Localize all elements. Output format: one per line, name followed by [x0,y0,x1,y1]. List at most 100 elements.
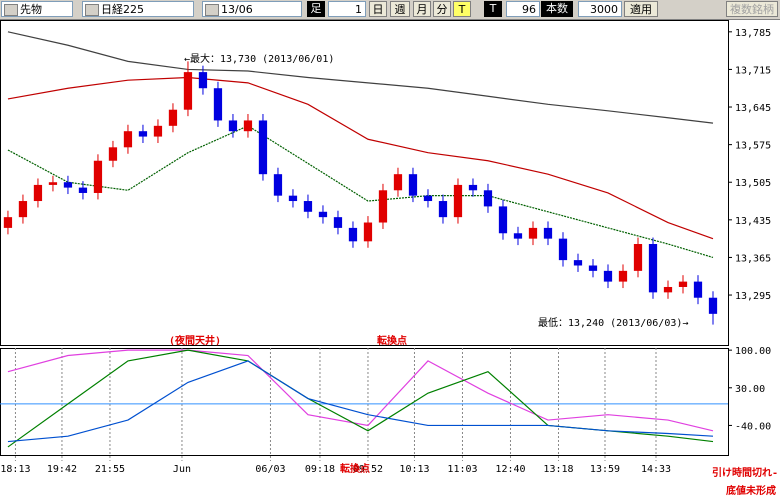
apply-button[interactable]: 適用 [624,1,658,17]
y-tick-label: 13,295 [735,291,771,302]
x-tick-label: 14:33 [641,464,671,475]
x-tick-label: 13:59 [590,464,620,475]
candle-body [198,72,208,89]
x-tick-label: 19:42 [47,464,77,475]
candle-body [183,72,193,110]
t-label: T [484,1,502,17]
candle-body [693,281,703,298]
candle-body [333,217,343,228]
candle-body [3,217,13,228]
x-tick-label: 09:52 [353,464,383,475]
y-tick-label: 13,645 [735,103,771,114]
oscillator-line [7,349,714,432]
candle-body [618,270,628,282]
x-tick-label: 09:18 [305,464,335,475]
x-tick-label: 21:55 [95,464,125,475]
x-tick-label: 11:03 [447,464,477,475]
x-tick-label: 18:13 [0,464,30,475]
candle-body [468,184,478,191]
day-button[interactable]: 日 [369,1,387,17]
y-tick-label: 13,365 [735,253,771,264]
y-tick-label: 13,435 [735,216,771,227]
period-input[interactable]: 1 [328,1,366,17]
candle-body [18,201,28,218]
x-tick-label: 13:18 [543,464,573,475]
candle-body [633,244,643,271]
candle-body [213,88,223,121]
candle-body [513,233,523,239]
y-tick-label: 13,785 [735,28,771,39]
candle-body [543,227,553,239]
candle-body [318,211,328,218]
candle-body [138,131,148,137]
month-button[interactable]: 月 [413,1,431,17]
candle-body [303,201,313,212]
candle-body [678,281,688,287]
candle-body [33,184,43,202]
candle-body [228,120,238,132]
note: 引け時間切れ- [712,466,778,479]
candle-body [408,174,418,196]
month-select[interactable]: 13/06 [202,1,302,17]
candle-body [648,244,658,293]
panel-border [0,348,729,456]
candle-body [393,174,403,191]
candle-body [273,174,283,196]
y-tick-label: 100.00 [735,346,771,357]
min-annotation: 最低：13,240 (2013/06/03)→ [538,316,688,329]
tick-button[interactable]: T [453,1,471,17]
multi-button[interactable]: 複数銘柄 [726,1,778,17]
y-tick-label: 30.00 [735,384,765,395]
candle-body [288,195,298,202]
candle-body [588,265,598,271]
candle-body [378,190,388,223]
candle-body [498,206,508,234]
panel-border [0,20,729,346]
chart: 18:13 19:42 21:55 Jun 06/03 09:18 09:52 10:13 11… [0,20,778,497]
candle-body [78,187,88,193]
count-input[interactable]: 96 [506,1,540,17]
week-button[interactable]: 週 [390,1,410,17]
candle-body [423,195,433,202]
candle-body [258,120,268,175]
y-tick-label: 13,575 [735,141,771,152]
y-tick-label: -40.00 [735,421,771,432]
bars-input[interactable]: 3000 [578,1,622,17]
x-tick-label: 10:13 [399,464,429,475]
candle-body [453,184,463,218]
market-select[interactable]: 先物 [1,1,73,17]
candle-body [48,182,58,185]
candle-body [108,147,118,161]
candle-body [603,270,613,282]
note: 転換点 [377,334,407,347]
candle-body [63,182,73,188]
candle-body [363,222,373,242]
minute-button[interactable]: 分 [433,1,451,17]
ashi-label: 足 [307,1,325,17]
moving-average [7,125,714,259]
max-annotation: ←最大：13,730 (2013/06/01) [184,52,334,65]
index-select[interactable]: 日経225 [82,1,194,17]
candle-body [438,201,448,218]
candle-body [243,120,253,132]
y-tick-label: 13,505 [735,178,771,189]
moving-average [7,76,714,240]
x-tick-label: 06/03 [255,464,285,475]
note: 転換点 [340,462,370,475]
candle-body [153,125,163,137]
candle-body [123,131,133,148]
note: 底値未形成 [726,484,776,497]
count-label: 本数 [541,1,573,17]
moving-average [7,31,714,124]
candle-body [708,297,718,314]
note: (夜間天井) [169,334,221,347]
candle-body [558,238,568,261]
x-tick-label: 12:40 [495,464,525,475]
toolbar: 先物 日経225 13/06 足 1 日 週 月 分 T T 96 本数 300… [0,0,780,20]
y-tick-label: 13,715 [735,65,771,76]
candle-body [168,109,178,126]
x-tick-label: Jun [173,464,191,475]
candle-body [528,227,538,239]
candle-body [663,286,673,293]
